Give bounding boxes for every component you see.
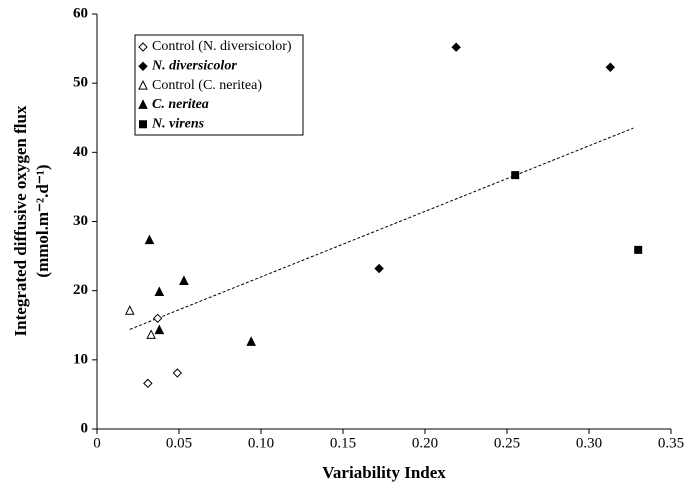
y-axis-title-line: (mmol.m⁻².d⁻¹) <box>33 164 52 277</box>
y-axis-title: Integrated diffusive oxygen flux (mmol.m… <box>11 105 52 336</box>
legend-label: Control (N. diversicolor) <box>152 39 292 54</box>
x-tick-label: 0 <box>93 435 101 451</box>
y-tick-label: 60 <box>73 5 88 21</box>
y-tick-label: 20 <box>73 282 88 298</box>
y-tick-label: 40 <box>73 144 88 160</box>
data-point <box>154 286 165 297</box>
data-point <box>246 336 256 346</box>
data-point <box>124 305 135 315</box>
x-tick-label: 0.25 <box>494 435 520 451</box>
trendline <box>129 127 634 330</box>
x-axis-title: Variability Index <box>322 463 446 482</box>
x-tick-label: 0.10 <box>248 435 274 451</box>
x-tick-label: 0.35 <box>658 435 684 451</box>
x-tick-label: 0.30 <box>576 435 602 451</box>
legend-marker <box>138 99 148 109</box>
legend-box <box>134 34 304 136</box>
legend-label: C. neritea <box>152 97 209 112</box>
legend-label: Control (C. neritea) <box>152 78 262 93</box>
data-point <box>143 378 153 389</box>
data-point <box>374 263 384 274</box>
y-axis-title-line: Integrated diffusive oxygen flux <box>11 105 30 336</box>
data-point <box>605 62 616 72</box>
x-tick-label: 0.15 <box>330 435 356 451</box>
data-point <box>152 313 163 324</box>
y-tick-label: 0 <box>81 420 89 436</box>
data-point <box>179 275 189 285</box>
legend-marker <box>138 61 148 72</box>
y-tick-label: 10 <box>73 351 88 367</box>
legend-marker <box>138 79 148 90</box>
x-tick-label: 0.05 <box>166 435 192 451</box>
legend-label: N. diversicolor <box>151 59 237 74</box>
data-point <box>154 324 165 335</box>
x-tick-label: 0.20 <box>412 435 438 451</box>
data-point <box>144 234 155 245</box>
y-tick-label: 30 <box>73 213 88 229</box>
y-tick-label: 50 <box>73 75 88 91</box>
data-point <box>634 245 643 254</box>
data-point <box>172 368 183 378</box>
data-point <box>451 42 461 52</box>
legend-marker <box>138 42 148 52</box>
data-point <box>511 171 520 180</box>
data-point <box>146 329 156 339</box>
legend-label: N. virens <box>151 116 205 131</box>
legend-marker <box>139 120 147 129</box>
